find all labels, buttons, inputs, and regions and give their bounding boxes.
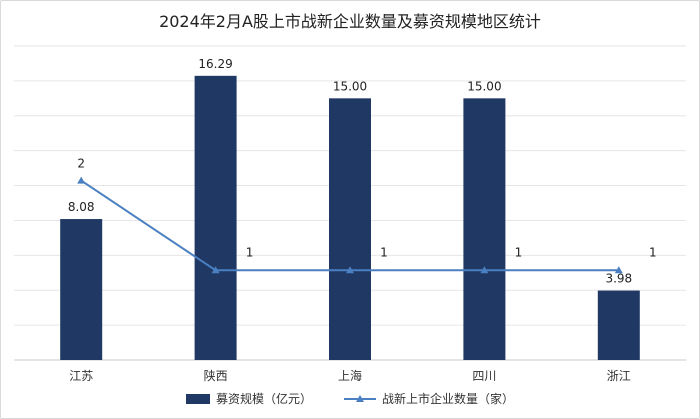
legend: 募资规模（亿元） 战新上市企业数量（家） [186, 391, 514, 406]
legend-swatch-bar [186, 394, 210, 404]
bar-value-label: 15.00 [333, 79, 367, 93]
legend-swatch-marker [356, 395, 364, 402]
line-series: 2 1 1 1 1 [77, 157, 657, 274]
bar [194, 75, 237, 360]
x-tick-label: 四川 [472, 369, 496, 383]
line-marker [480, 266, 489, 274]
line-value-label: 2 [77, 157, 85, 171]
line-value-label: 1 [649, 245, 657, 259]
legend-label-bar: 募资规模（亿元） [216, 391, 312, 406]
bar-value-label: 3.98 [605, 272, 632, 286]
x-tick-label: 陕西 [204, 368, 228, 383]
x-tick-label: 江苏 [69, 369, 93, 383]
line-value-label: 1 [380, 245, 388, 259]
bar [60, 219, 103, 360]
line-value-label: 1 [515, 245, 523, 259]
bar [597, 290, 640, 360]
chart-title: 2024年2月A股上市战新企业数量及募资规模地区统计 [159, 12, 541, 31]
line-marker [211, 266, 220, 274]
bar-series: 8.08 16.29 15.00 15.00 3.98 [60, 57, 640, 360]
line-marker [346, 266, 354, 274]
bar [329, 98, 371, 360]
bar-value-label: 15.00 [467, 79, 501, 93]
x-tick-label: 上海 [338, 368, 362, 383]
bar-value-label: 16.29 [198, 57, 232, 71]
line-value-label: 1 [246, 245, 254, 259]
legend-label-line: 战新上市企业数量（家） [382, 391, 514, 406]
x-axis-ticks: 江苏 陕西 上海 四川 浙江 [69, 368, 631, 383]
line-marker [77, 176, 86, 184]
bar-value-label: 8.08 [68, 200, 95, 214]
line-marker [614, 266, 623, 274]
bar [463, 98, 506, 360]
x-tick-label: 浙江 [607, 369, 631, 383]
